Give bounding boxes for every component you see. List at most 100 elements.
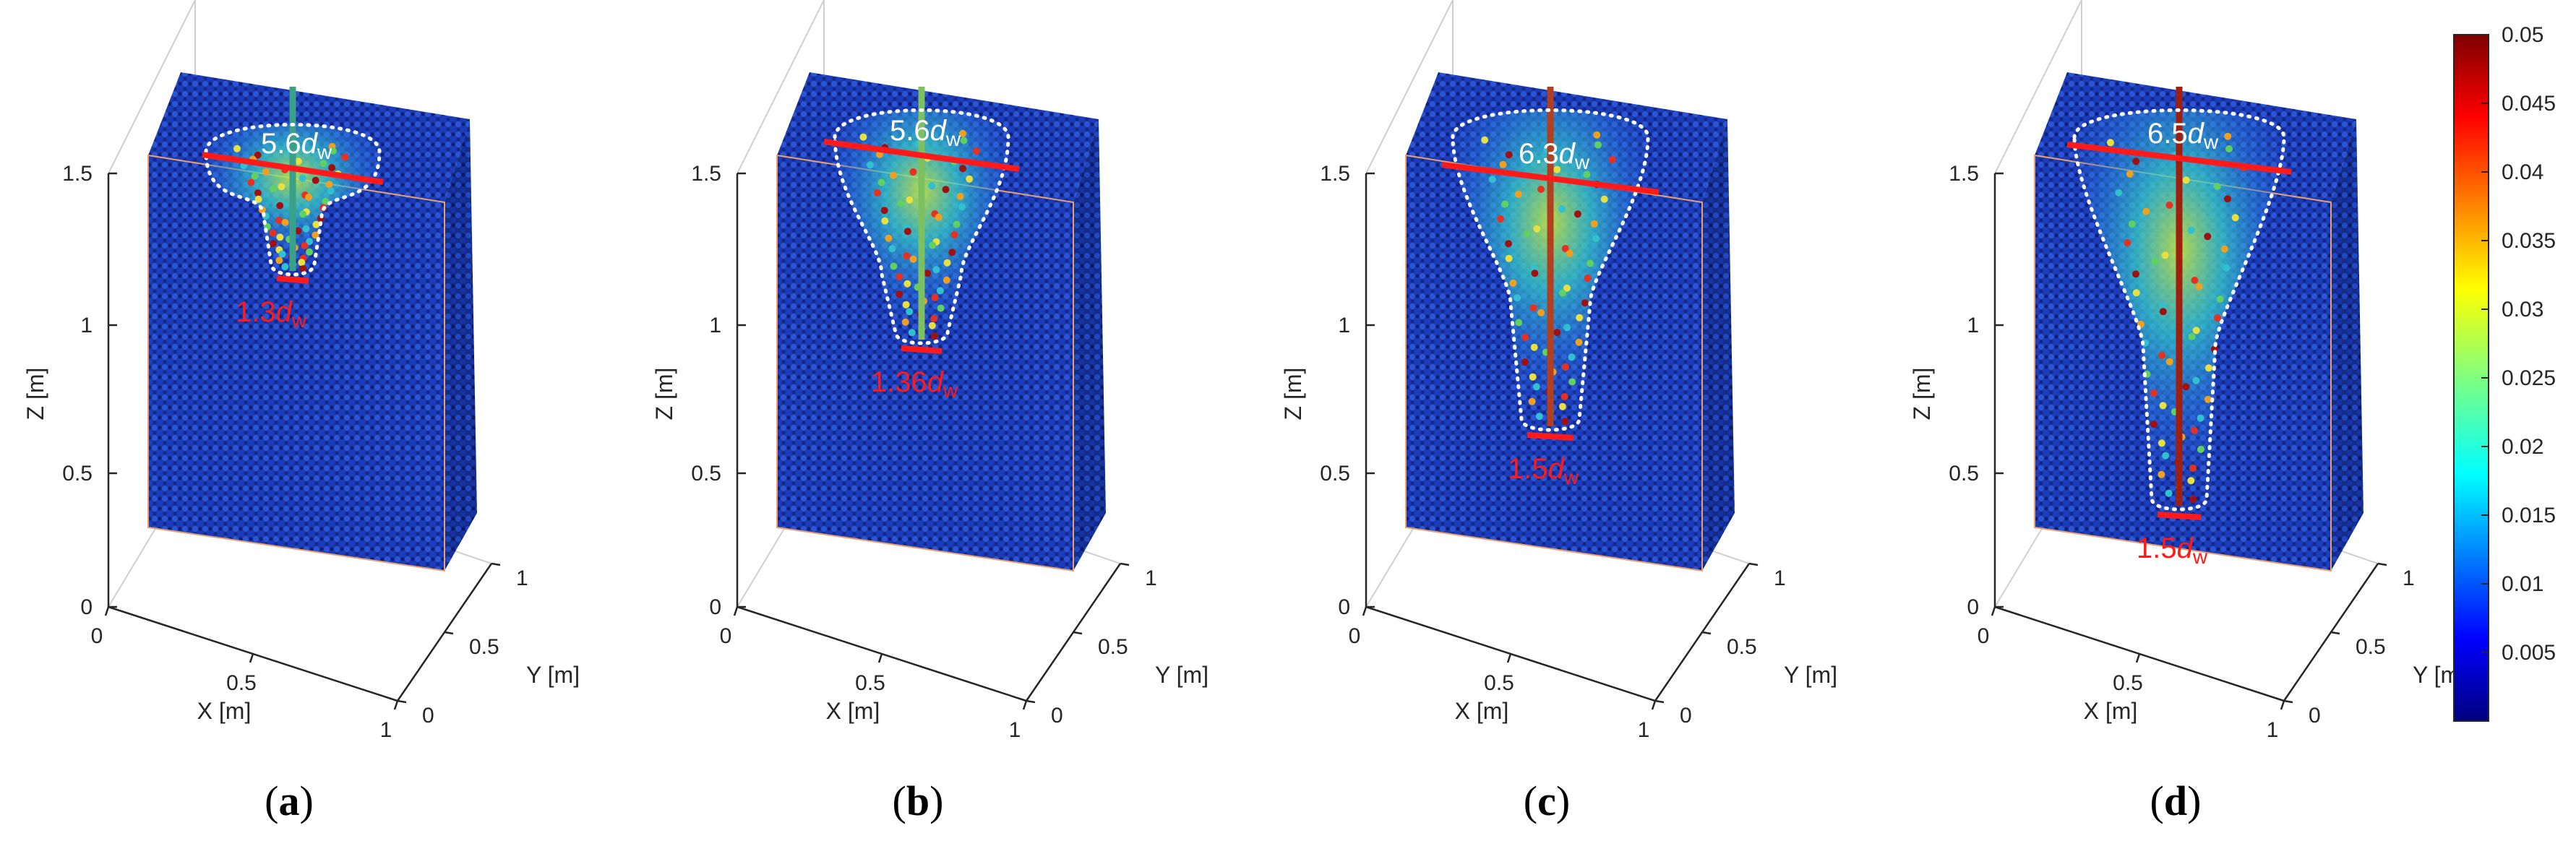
block-front-face — [148, 155, 445, 571]
particle — [1529, 373, 1537, 381]
panel-label: (c) — [1524, 777, 1570, 824]
bottom-width-label-subscript: w — [2192, 545, 2208, 568]
particle — [2158, 439, 2165, 447]
panel-label-close: ) — [2187, 777, 2201, 824]
panel-label-letter: d — [2164, 777, 2187, 824]
bottom-width-label-number: 1.36 — [871, 366, 927, 398]
panel-label: (b) — [893, 777, 944, 824]
particle — [2192, 376, 2200, 384]
bottom-width-bar — [276, 275, 309, 284]
x-tick-mark — [877, 653, 883, 663]
x-tick-label: 0.5 — [1484, 671, 1514, 695]
particle — [322, 197, 330, 205]
particle — [909, 168, 917, 176]
particle — [1509, 279, 1517, 287]
z-axis-label: Z [m] — [1280, 368, 1306, 420]
x-axis-label: X [m] — [197, 698, 252, 724]
particle — [881, 217, 889, 225]
particle — [1561, 245, 1569, 252]
particle — [2162, 452, 2170, 460]
z-axis-label: Z [m] — [651, 368, 677, 420]
particle — [1563, 324, 1571, 332]
colorbar-tick-label: 0.005 — [2502, 641, 2556, 665]
z-axis-label: Z [m] — [22, 368, 48, 420]
particle — [2213, 183, 2221, 190]
bottom-width-label-number: 1.3 — [236, 296, 276, 328]
y-tick-mark — [444, 631, 454, 635]
z-tick-label: 1.5 — [1949, 162, 1979, 186]
particle — [2188, 333, 2196, 340]
particle — [866, 161, 874, 169]
particle — [1515, 319, 1523, 327]
particle — [1566, 249, 1573, 257]
x-tick-mark — [1651, 700, 1657, 710]
block-side-face — [445, 119, 477, 571]
particle — [2128, 220, 2136, 228]
particle — [2115, 189, 2123, 197]
x-tick-label: 0 — [1978, 624, 1990, 648]
y-tick-mark — [1748, 562, 1759, 566]
particle — [2142, 207, 2150, 215]
colorbar-tick-label: 0.02 — [2502, 435, 2543, 459]
top-width-bar — [2066, 142, 2292, 175]
panel-label-close: ) — [929, 777, 943, 824]
particle — [1583, 171, 1591, 178]
particle — [1592, 235, 1600, 243]
panel-label-open: ( — [893, 777, 906, 824]
particle — [1497, 215, 1504, 223]
particle — [2159, 301, 2167, 309]
x-tick-mark — [393, 700, 399, 710]
y-tick-mark — [1026, 699, 1036, 704]
bottom-width-label: 1.5dw — [1508, 453, 1579, 488]
particle — [305, 193, 312, 201]
particle — [269, 229, 277, 237]
particle — [1587, 259, 1594, 267]
particle — [1528, 397, 1536, 405]
particle — [312, 231, 319, 239]
y-tick-mark — [2377, 562, 2387, 566]
y-tick-label: 0.5 — [469, 635, 499, 659]
colorbar-tick-label: 0.035 — [2502, 229, 2556, 253]
particle — [959, 129, 966, 137]
particle — [1501, 200, 1509, 208]
x-tick-label: 1 — [2267, 718, 2279, 742]
particle — [2124, 239, 2131, 246]
particle — [1563, 284, 1571, 292]
y-tick-mark — [1120, 562, 1130, 566]
disturbed-particles — [233, 141, 349, 273]
top-width-label: 5.6dw — [890, 115, 961, 150]
block-front-face — [777, 155, 1073, 571]
particle — [953, 220, 961, 228]
particle — [896, 273, 903, 280]
particle — [1505, 240, 1512, 248]
particle — [924, 269, 932, 277]
particle — [958, 203, 966, 211]
particle — [327, 187, 335, 195]
y-tick-label: 1 — [516, 566, 528, 590]
particle — [903, 252, 911, 259]
panel-label-close: ) — [300, 777, 314, 824]
particle — [301, 242, 309, 249]
particle — [1488, 176, 1496, 184]
particle — [262, 168, 270, 176]
x-tick-mark — [104, 606, 110, 616]
particle — [1568, 378, 1576, 386]
particle — [903, 280, 911, 288]
x-tick-mark — [249, 653, 254, 663]
particle — [2216, 296, 2224, 303]
bottom-width-label-symbol: d — [276, 296, 293, 328]
particle — [276, 202, 284, 210]
particle — [2106, 139, 2114, 147]
particle — [960, 137, 968, 145]
top-width-bar — [823, 139, 1020, 172]
particle — [281, 263, 289, 271]
particle — [959, 165, 966, 173]
particle — [930, 332, 938, 340]
top-width-label: 5.6dw — [261, 128, 332, 163]
particle — [2224, 195, 2231, 203]
plume-contour — [1451, 108, 1650, 432]
particle — [897, 199, 905, 207]
particle — [876, 150, 883, 158]
particle — [299, 174, 306, 182]
